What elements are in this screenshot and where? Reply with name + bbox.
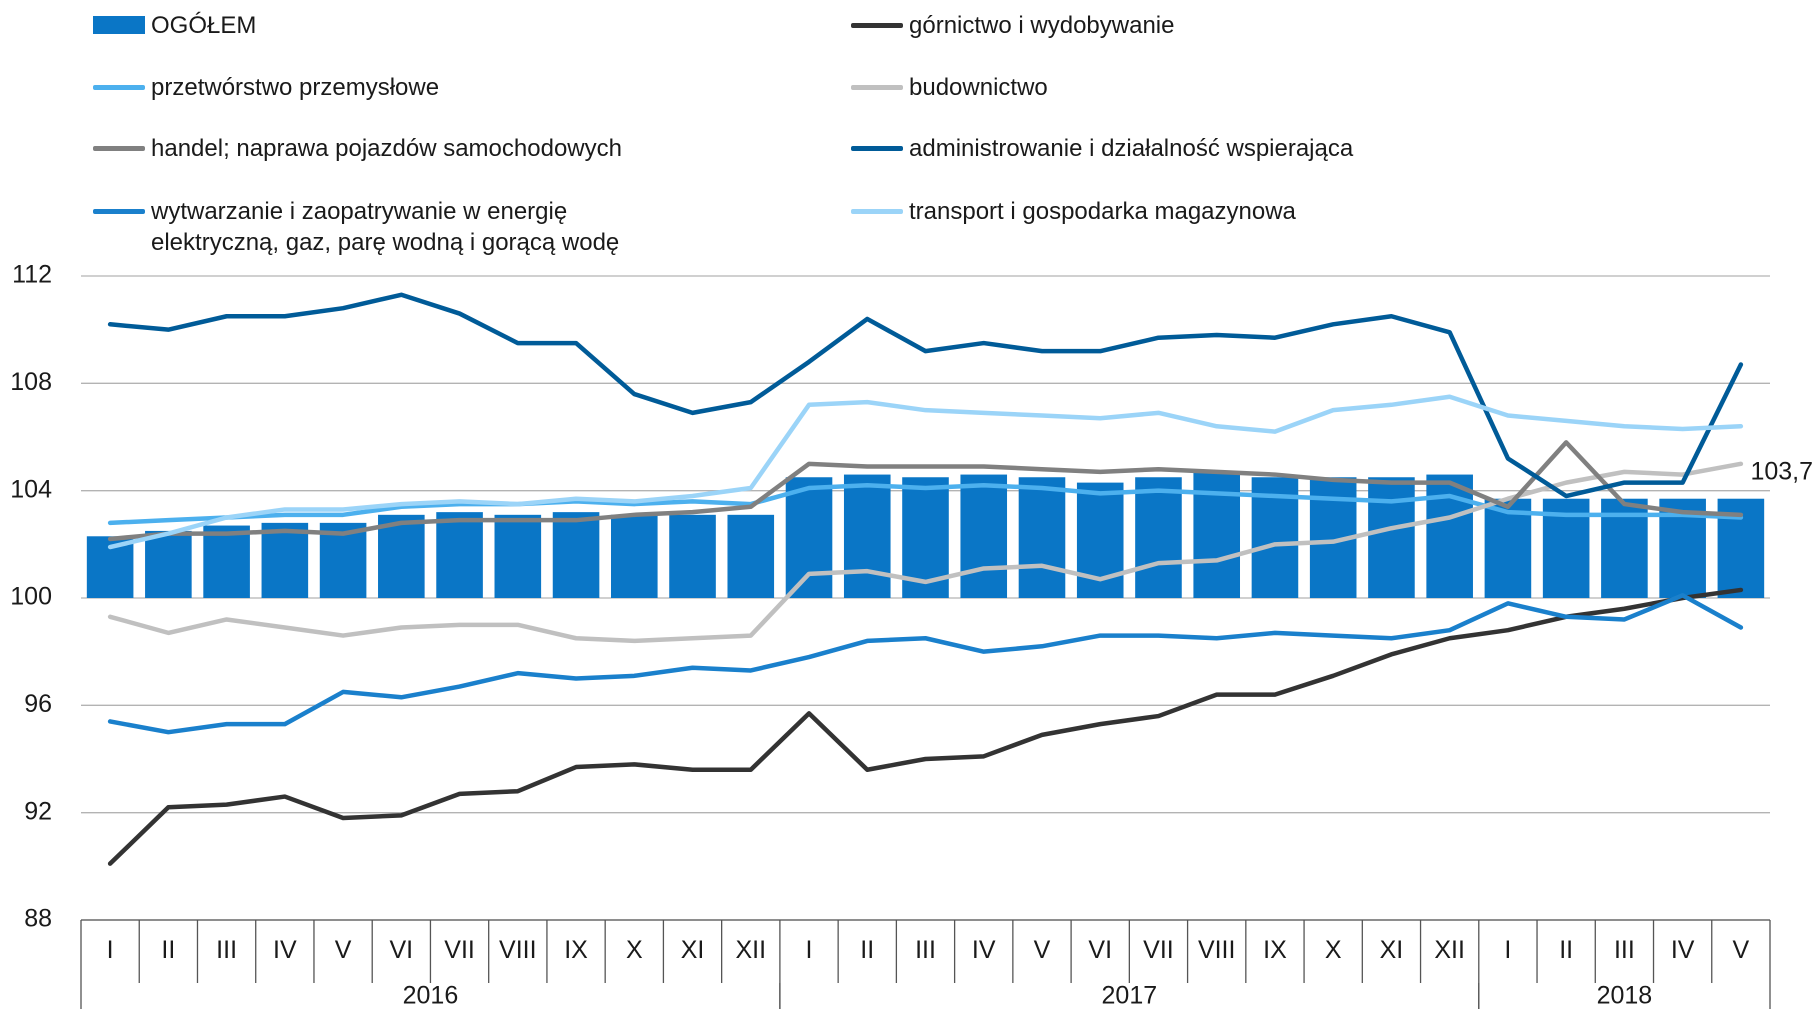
bar [1484,498,1532,598]
bar [261,522,309,598]
x-tick-label: III [915,936,936,964]
legend-label: górnictwo i wydobywanie [909,12,1175,39]
bar [727,514,775,598]
x-tick-label: V [1034,936,1051,964]
legend-swatch [93,146,145,151]
line [107,292,1744,499]
x-tick-label: V [335,936,352,964]
x-tick-label: IV [1671,936,1695,964]
x-tick-label: VIII [499,936,537,964]
x-tick-label: XII [1434,936,1465,964]
x-tick-label: IX [564,936,588,964]
legend-label: transport i gospodarka magazynowa [909,198,1296,225]
legend-item: administrowanie i działalność wspierając… [851,133,1454,164]
data-label: 103,7 [1750,457,1813,485]
line [107,461,1744,644]
bar [785,477,833,598]
legend-swatch [851,146,903,151]
bar [1368,477,1415,598]
line [107,593,1744,735]
bar [1018,477,1066,598]
legend-label: OGÓŁEM [151,12,257,39]
legend-item: budownictwo [851,72,1454,103]
line [107,587,1744,866]
line [107,440,1744,542]
x-tick-label: IV [273,936,297,964]
legend-item: górnictwo i wydobywanie [851,10,1454,41]
x-tick-label: II [161,936,175,964]
bar [1426,474,1473,598]
y-tick-label: 112 [12,261,52,289]
bar [669,514,716,598]
bar [203,525,250,598]
legend-swatch [851,209,903,214]
x-tick-label: VII [444,936,475,964]
x-tick-label: II [860,936,874,964]
y-tick-label: 92 [24,797,52,825]
legend-item: OGÓŁEM [93,10,696,41]
legend-swatch [851,23,903,28]
bar [494,514,542,598]
x-tick-label: IV [972,936,996,964]
bar [1135,477,1182,598]
y-tick-label: 100 [10,583,52,611]
x-tick-label: VI [1088,936,1112,964]
y-tick-label: 88 [24,905,52,933]
y-tick-label: 104 [10,475,52,503]
group-label: 2018 [1597,982,1653,1009]
bar [960,474,1008,598]
legend-item: handel; naprawa pojazdów samochodowych [93,133,696,164]
x-tick-label: XI [1380,936,1404,964]
legend-swatch [93,85,145,90]
bar [378,514,425,598]
x-tick-label: X [626,936,643,964]
lines [107,292,1744,866]
x-tick-label: XI [681,936,705,964]
bar [145,530,192,598]
legend-label: handel; naprawa pojazdów samochodowych [151,135,622,162]
bar [610,514,658,598]
x-tick-label: VII [1143,936,1174,964]
legend-label: wytwarzanie i zaopatrywanie w energię el… [151,198,620,256]
y-tick-label: 108 [10,368,52,396]
x-tick-label: X [1325,936,1342,964]
legend-item: transport i gospodarka magazynowa [851,196,1454,227]
line [107,483,1744,526]
x-tick-label: VIII [1198,936,1236,964]
group-label: 2017 [1102,982,1158,1009]
bar [843,474,891,598]
legend-label: przetwórstwo przemysłowe [151,74,440,101]
line [107,394,1744,550]
y-tick-label: 96 [24,690,52,718]
x-tick-label: II [1559,936,1573,964]
legend-item: przetwórstwo przemysłowe [93,72,696,103]
legend-swatch [851,85,903,90]
x-tick-label: III [1614,936,1635,964]
group-label: 2016 [403,982,459,1009]
legend-label: budownictwo [909,74,1048,101]
bar [552,512,600,598]
legend-swatch [93,16,145,34]
x-tick-label: XII [735,936,766,964]
x-tick-label: IX [1263,936,1287,964]
x-tick-label: VI [390,936,414,964]
x-tick-label: I [107,936,114,964]
legend-label: administrowanie i działalność wspierając… [909,135,1354,162]
x-tick-label: III [216,936,237,964]
x-tick-label: I [1504,936,1511,964]
x-tick-label: I [806,936,813,964]
bar [436,512,483,598]
legend-item: wytwarzanie i zaopatrywanie w energię el… [93,196,696,258]
legend-swatch [93,209,145,214]
x-tick-label: V [1733,936,1750,964]
